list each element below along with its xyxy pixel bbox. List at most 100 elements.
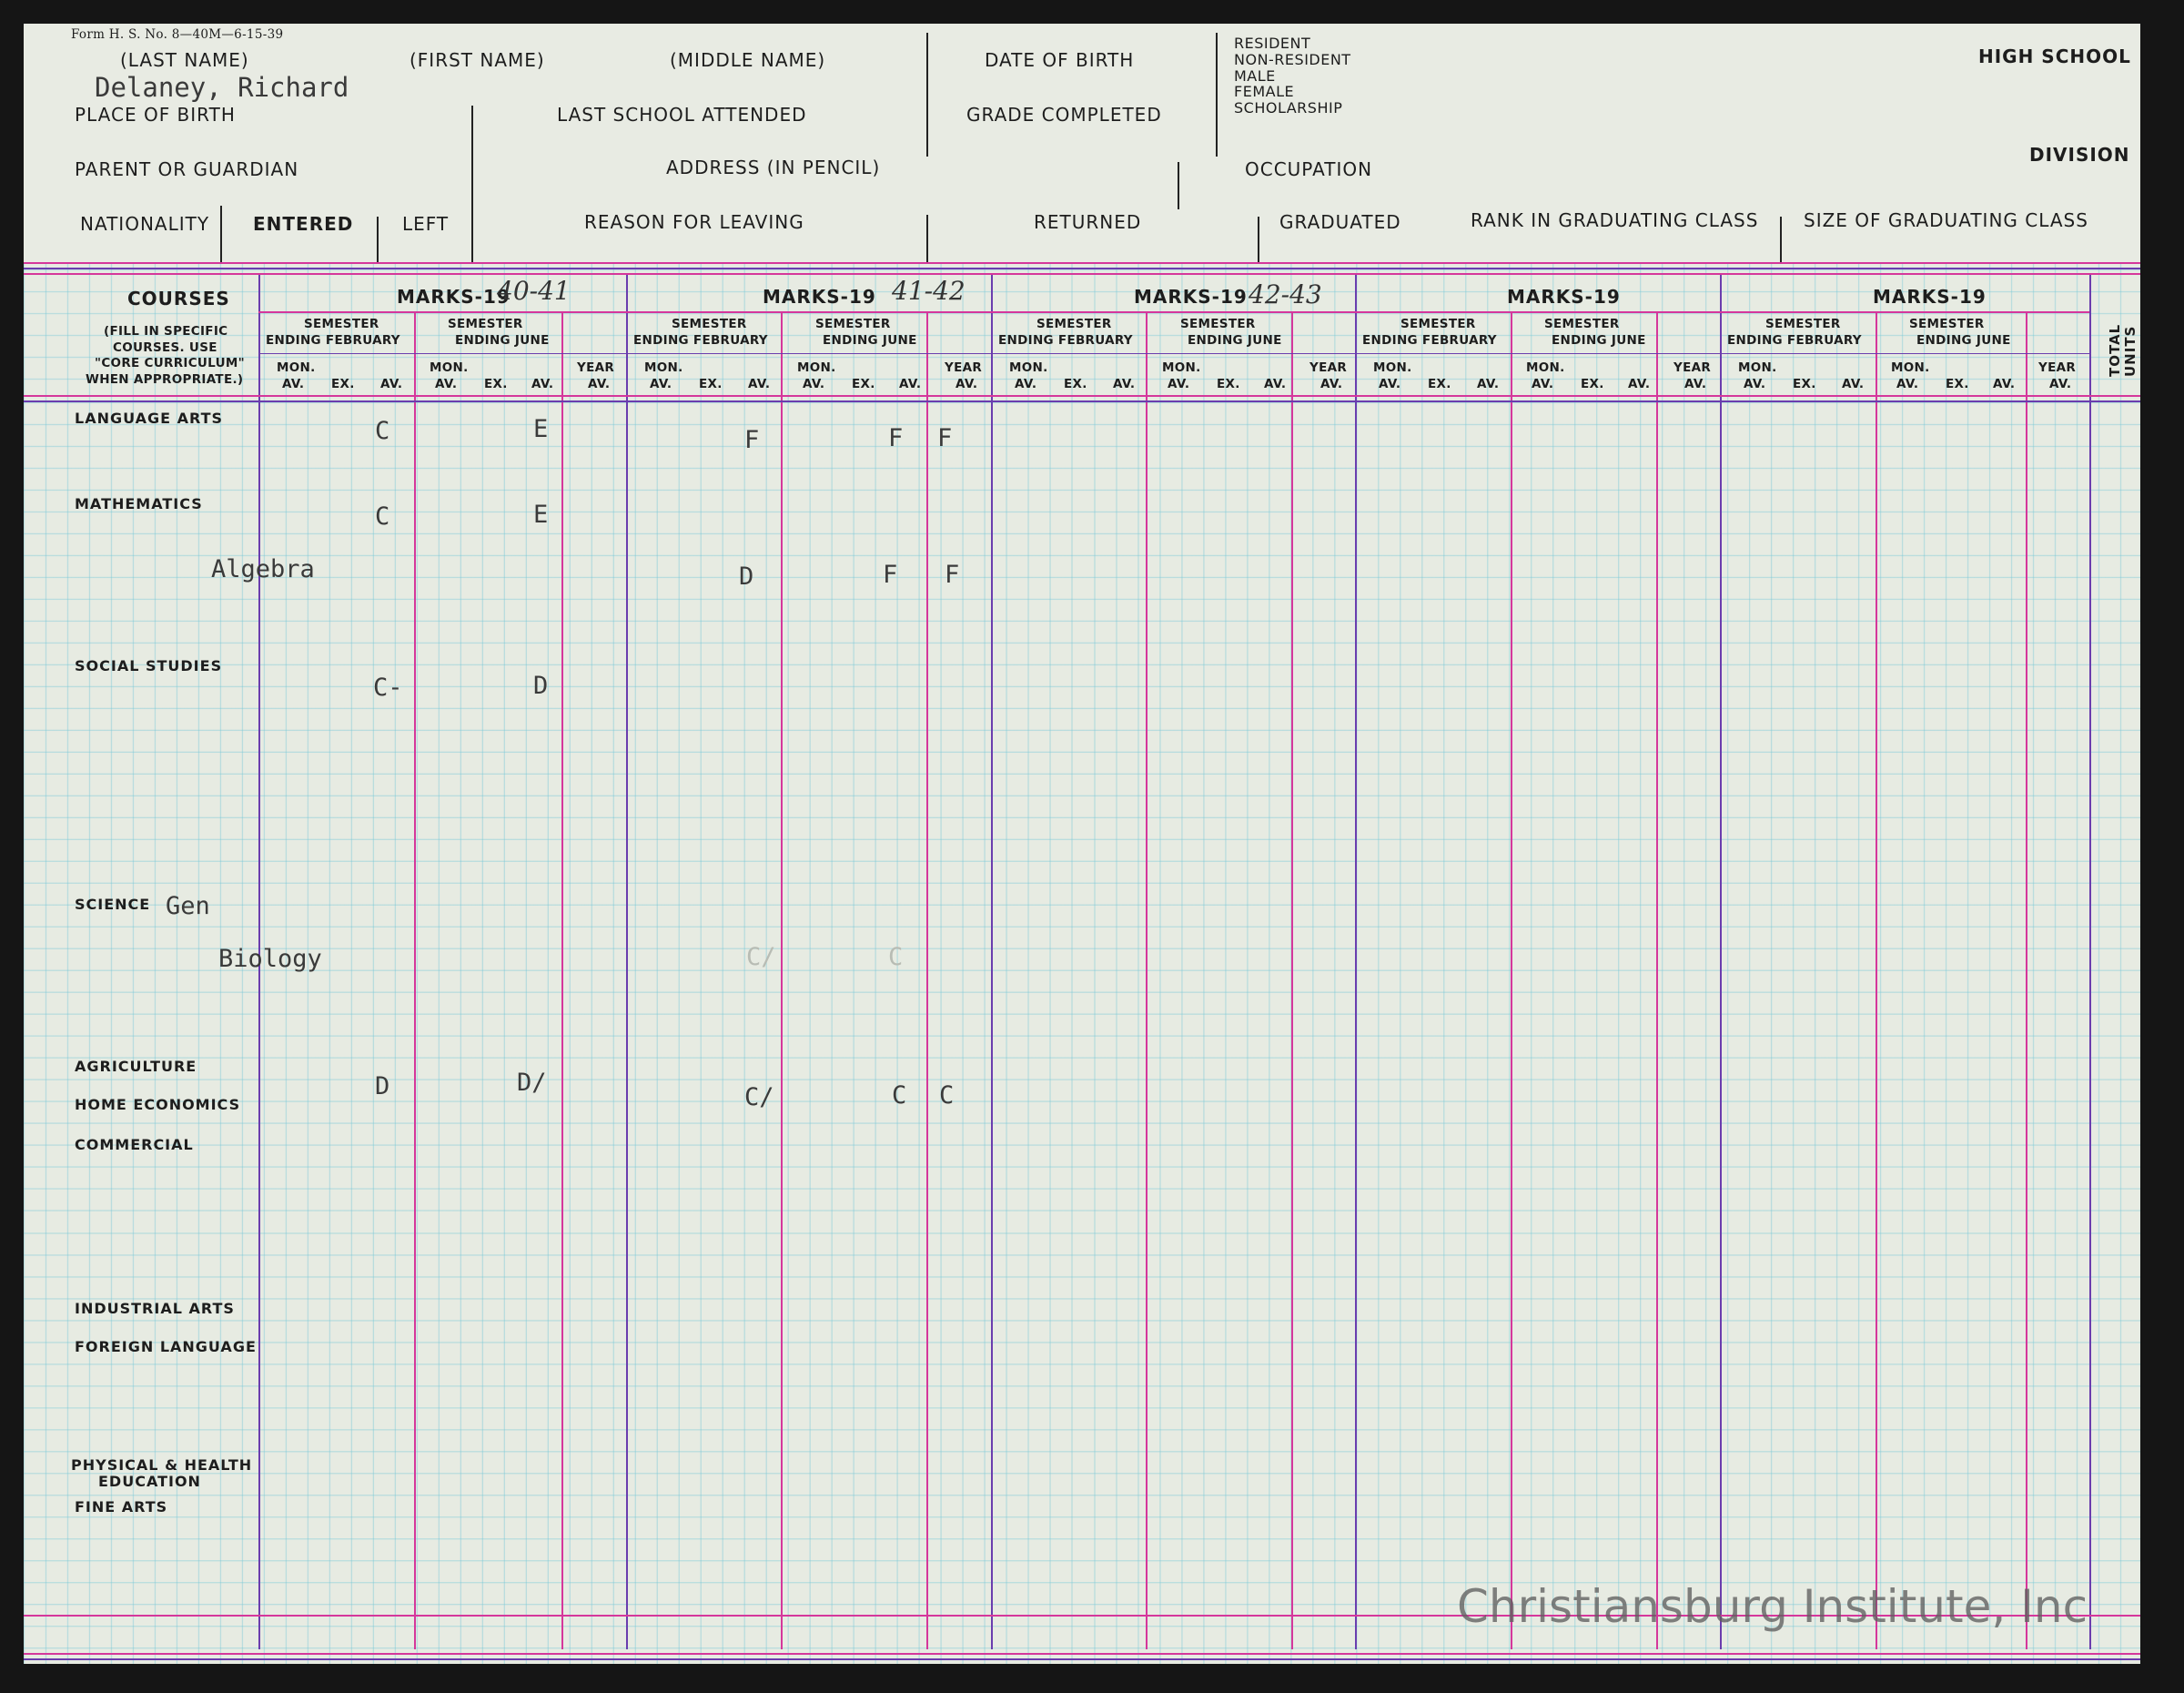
header-divider [1178,162,1179,209]
course-home-economics: HOME ECONOMICS [75,1096,241,1113]
mark: D [739,563,754,591]
course-industrial-arts: INDUSTRIAL ARTS [75,1300,235,1317]
courses-note: (FILL IN SPECIFIC [104,324,228,339]
total-units-label: TOTAL UNITS [2107,323,2138,377]
column-rule [1146,311,1148,1649]
semester-label: SEMESTER [1544,317,1620,331]
separator-line [24,268,2140,269]
av-label: AV. [1168,377,1190,391]
av-label: AV. [531,377,554,391]
semester-label: SEMESTER [304,317,379,331]
total-label: TOTAL [2107,323,2123,377]
column-rule [781,311,783,1649]
mon-label: MON. [644,360,683,375]
mark: C [939,1081,955,1110]
student-name: Delaney, Richard [95,72,349,103]
courses-note: COURSES. USE [113,340,217,355]
av-label: AV. [282,377,305,391]
av-label: AV. [1896,377,1919,391]
year-label: MARKS-19 [1507,286,1621,308]
mon-label: MON. [1009,360,1048,375]
course-algebra: Algebra [211,555,315,583]
reason-label: REASON FOR LEAVING [584,211,804,233]
av-label: AV. [1628,377,1651,391]
graduated-label: GRADUATED [1279,211,1401,233]
av-label: AV. [435,377,458,391]
ex-label: EX. [1581,377,1604,391]
year-label: MARKS-19 [1134,286,1248,308]
mark: C/ [744,1083,774,1111]
ending-june-label: ENDING JUNE [1916,333,2011,348]
course-fine-arts: FINE ARTS [75,1498,168,1516]
mark: E [533,501,549,529]
form-number: Form H. S. No. 8—40M—6-15-39 [71,27,284,42]
mon-label: MON. [1373,360,1412,375]
last-name-label: (LAST NAME) [120,49,249,71]
bottom-rule [24,1615,2140,1617]
course-foreign-language: FOREIGN LANGUAGE [75,1338,257,1355]
column-rule [1511,311,1512,1649]
resident-label: RESIDENT [1234,35,1311,52]
semester-label: SEMESTER [448,317,523,331]
last-school-label: LAST SCHOOL ATTENDED [557,104,807,126]
mon-label: MON. [277,360,316,375]
header-rule [24,395,2140,397]
ending-june-label: ENDING JUNE [1552,333,1646,348]
semester-label: SEMESTER [815,317,891,331]
ex-label: EX. [1217,377,1240,391]
semester-label: SEMESTER [1909,317,1985,331]
ex-label: EX. [1064,377,1087,391]
av-label: AV. [1264,377,1287,391]
watermark: Christiansburg Institute, Inc [1457,1580,2088,1633]
av-label: AV. [899,377,922,391]
header-divider [926,215,928,262]
column-rule [414,311,416,1649]
returned-label: RETURNED [1034,211,1142,233]
size-label: SIZE OF GRADUATING CLASS [1804,209,2088,231]
ex-label: EX. [852,377,875,391]
grade-completed-label: GRADE COMPLETED [966,104,1162,126]
non-resident-label: NON-RESIDENT [1234,51,1351,68]
mark: D/ [517,1069,547,1097]
av-label: AV. [1993,377,2016,391]
course-physical-health: PHYSICAL & HEALTH [71,1456,253,1474]
header-rule [258,311,2089,313]
header-divider [1258,217,1259,262]
av-label: AV. [1532,377,1554,391]
ending-june-label: ENDING JUNE [823,333,917,348]
bottom-rule [24,1658,2140,1660]
header-area [24,24,2140,262]
mark: E [533,415,549,443]
course-education: EDUCATION [98,1473,201,1490]
year-label: YEAR [2038,360,2077,375]
ending-february-label: ENDING FEBRUARY [266,333,400,348]
column-rule [561,311,563,1649]
nationality-label: NATIONALITY [80,213,210,235]
av-label: AV. [1015,377,1037,391]
date-of-birth-label: DATE OF BIRTH [985,49,1135,71]
courses-note: "CORE CURRICULUM" [95,356,245,370]
column-rule [1656,311,1658,1649]
entered-label: ENTERED [253,213,354,235]
semester-label: SEMESTER [1036,317,1112,331]
ending-june-label: ENDING JUNE [1188,333,1282,348]
course-language-arts: LANGUAGE ARTS [75,410,224,427]
high-school-label: HIGH SCHOOL [1978,46,2131,67]
occupation-label: OCCUPATION [1245,158,1373,180]
semester-label: SEMESTER [1765,317,1841,331]
column-rule [991,275,993,1649]
year-value: 40-41 [497,276,571,306]
division-label: DIVISION [2029,144,2130,166]
header-divider [1780,217,1782,262]
av-label: AV. [380,377,403,391]
mon-label: MON. [1162,360,1201,375]
mark: F [883,561,898,589]
ex-label: EX. [699,377,723,391]
rank-label: RANK IN GRADUATING CLASS [1471,209,1759,231]
av-label: AV. [1320,377,1343,391]
mark: D [533,672,549,700]
left-label: LEFT [402,213,450,235]
course-gen: Gen [166,892,210,920]
av-label: AV. [1744,377,1766,391]
ending-february-label: ENDING FEBRUARY [1362,333,1497,348]
